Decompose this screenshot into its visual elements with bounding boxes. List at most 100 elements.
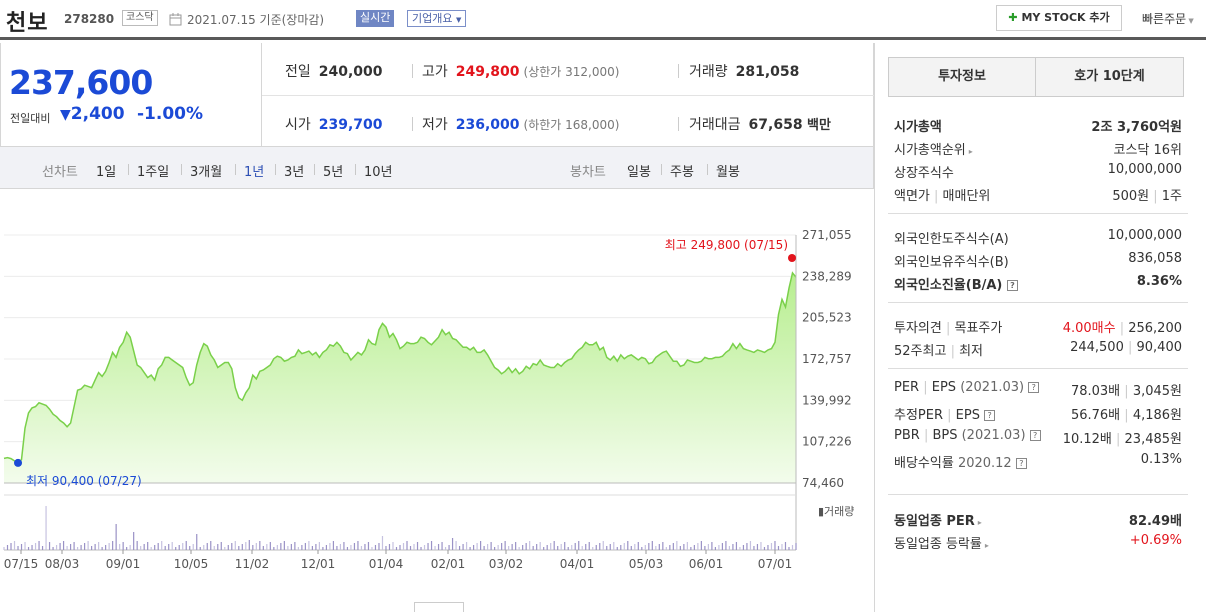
help-icon[interactable]: ? [1028,382,1040,393]
add-my-stock-button[interactable]: ✚ MY STOCK 추가 [996,5,1122,31]
volume-bar [66,546,68,550]
y-tick-label: 205,523 [802,311,852,325]
quote-date: 2021.07.15 기준(장마감) [187,13,325,27]
volume-bar [105,545,107,550]
volume-bar [784,542,787,550]
volume-bar [623,543,625,550]
volume-bar [515,542,517,550]
volume-bar [420,547,422,550]
candle-period-1[interactable]: 주봉 [670,165,694,180]
row-label: 상장주식수 [894,166,954,181]
volume-bar [648,543,650,550]
period-1[interactable]: 1주일 [137,165,170,180]
volume-bar [339,544,342,550]
volume-bar [6,545,9,550]
volume-bar [133,532,135,550]
info-row: 52주최고 | 최저 244,500 | 90,400 [894,340,1182,359]
help-icon[interactable]: ? [1029,430,1041,441]
info-row: 추정PER | EPS ? 56.76배 | 4,186원 [894,404,1182,423]
volume-bar [532,546,534,550]
volume-bar [546,545,548,550]
period-6[interactable]: 10년 [364,165,393,180]
y-tick-label: 172,757 [802,352,852,366]
divider [235,164,236,175]
volume-bar [280,543,282,550]
volume-bar [297,547,299,550]
x-tick-label: 04/01 [560,557,595,571]
volume-bar [714,547,716,550]
quick-order-button[interactable]: 빠른주문 ▼ [1142,12,1194,26]
volume-bar [437,544,440,550]
realtime-button[interactable]: 실시간 [356,10,395,27]
volume-bar [94,544,96,550]
row-label: 배당수익률 2020.12 [894,456,1012,471]
y-tick-label: 271,055 [802,228,852,242]
volume-bar [462,544,464,550]
help-icon[interactable]: ? [1015,458,1027,469]
volume-bar [588,542,590,550]
price-line [3,271,797,464]
volume-bar [241,544,243,550]
divider [678,117,679,131]
volume-bar [245,542,247,550]
volume-bar [360,546,363,550]
candle-period-2[interactable]: 월봉 [716,165,740,180]
volume-bar [427,543,429,550]
volume-bar [767,545,769,550]
volume-bar [711,542,713,550]
row-label: PER | EPS (2021.03) [894,380,1025,395]
investment-info-panel [874,43,1206,612]
price-area [4,272,796,483]
volume-bar [154,545,156,550]
row-label: 투자의견 | 목표주가 [894,321,1003,336]
volume-bar [304,543,306,550]
y-tick-label: 74,460 [802,476,844,490]
max-annotation: 최고 249,800 (07/15) [665,238,788,252]
volume-bar [234,541,236,550]
x-tick-label: 02/01 [431,557,466,571]
period-0[interactable]: 1일 [96,165,117,180]
period-4[interactable]: 3년 [284,165,305,180]
volume-bar [196,534,198,550]
volume-bar [581,546,583,550]
chevron-right-icon[interactable]: ▸ [984,541,989,550]
row-label: 외국인보유주식수(B) [894,255,1009,270]
day-low: 저가 236,000 (하한가 168,000) [422,117,620,133]
chevron-right-icon[interactable]: ▸ [968,147,973,156]
volume-bar [150,547,152,550]
row-value: 10.12배 | 23,485원 [1062,432,1182,447]
volume-bar [20,544,23,550]
volume-bar [441,542,443,550]
period-3[interactable]: 1년 [244,165,265,180]
tab-investment-info[interactable]: 투자정보 [888,57,1036,97]
volume-bar [634,544,636,550]
info-row: 시가총액 2조 3,760억원 [894,116,1182,135]
volume-bar [669,545,671,550]
help-icon[interactable]: ? [984,410,996,421]
volume-bar [732,544,734,550]
company-overview-dropdown[interactable]: 기업개요 ▼ [407,10,467,27]
volume-bar [476,543,478,550]
collapse-toggle[interactable] [414,602,464,612]
volume-bar [704,546,706,550]
x-tick-label: 07/15 [4,557,39,571]
volume-bar [192,544,194,550]
period-2[interactable]: 3개월 [190,165,223,180]
current-price-box: 237,600 전일대비 ▼2,400 -1.00% [0,43,262,147]
volume-bar [350,545,352,550]
period-5[interactable]: 5년 [323,165,344,180]
info-row: 액면가 | 매매단위 500원 | 1주 [894,185,1182,204]
volume-bar [353,543,356,550]
volume-bar [322,547,324,550]
volume-bar [430,541,433,550]
candle-period-0[interactable]: 일봉 [627,165,651,180]
help-icon[interactable]: ? [1006,280,1018,291]
volume-bar [69,544,72,550]
row-label: 시가총액 [894,120,942,135]
tab-orderbook[interactable]: 호가 10단계 [1036,57,1184,97]
volume-bar [508,546,510,550]
stock-code: 278280 [64,12,115,26]
volume-bar [686,542,688,550]
volume-bar [770,543,773,550]
chevron-right-icon[interactable]: ▸ [977,518,982,527]
